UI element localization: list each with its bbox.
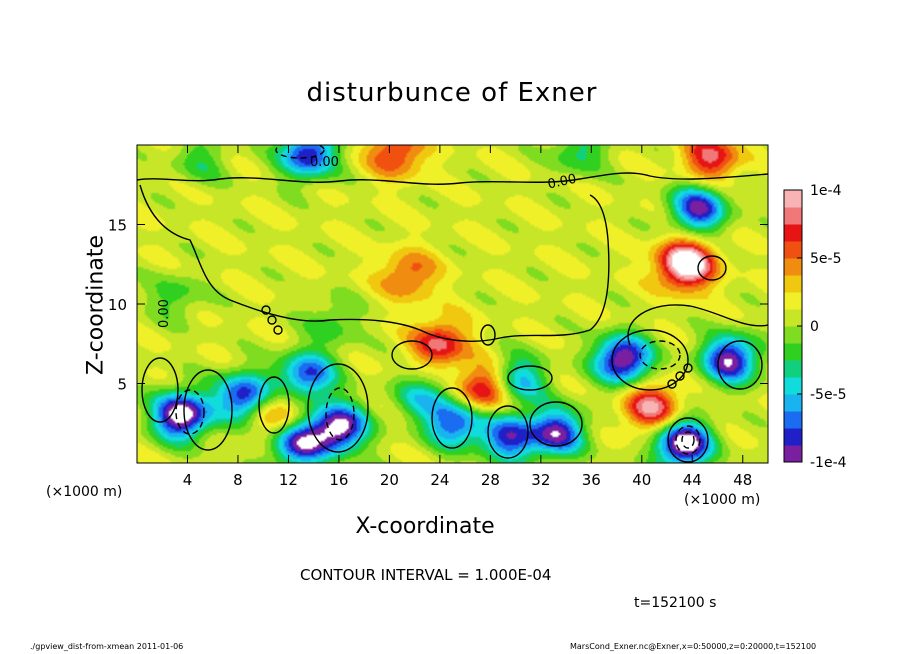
colorbar-swatch — [784, 411, 802, 429]
negative-contour — [325, 387, 355, 441]
colorbar-tick-label: -5e-5 — [810, 387, 847, 403]
x-tick-label: 32 — [531, 471, 550, 489]
contour-cell — [307, 363, 369, 453]
contour-cell — [480, 324, 496, 346]
y-axis-label: Z-coordinate — [83, 235, 109, 375]
x-unit-label-right: (×1000 m) — [684, 492, 761, 508]
colorbar-tick-label: 5e-5 — [810, 251, 841, 267]
colorbar-tick-label: 1e-4 — [810, 183, 842, 199]
contour-cell — [273, 325, 283, 335]
x-axis-label: X-coordinate — [355, 514, 495, 539]
colorbar-swatch — [784, 394, 802, 412]
colorbar-swatch — [784, 445, 802, 463]
negative-contour — [639, 340, 681, 370]
x-tick-label: 24 — [430, 471, 449, 489]
colorbar-swatch — [784, 428, 802, 446]
footer-right: MarsCond_Exner.nc@Exner,x=0:50000,z=0:20… — [570, 642, 817, 651]
negative-contour — [175, 389, 205, 435]
contour-cell — [717, 340, 763, 390]
colorbar-swatch — [784, 207, 802, 225]
colorbar-tick-label: -1e-4 — [810, 455, 847, 471]
colorbar-swatch — [784, 258, 802, 276]
footer-left: ./gpview_dist-from-xmean 2011-01-06 — [30, 642, 184, 651]
x-tick-label: 20 — [380, 471, 399, 489]
colorbar-swatch — [784, 241, 802, 259]
contour-cell — [667, 417, 709, 463]
y-tick-label: 5 — [117, 376, 127, 394]
contour-cell — [667, 379, 677, 389]
contour-cell — [258, 376, 290, 434]
x-tick-label: 8 — [233, 471, 243, 489]
x-tick-label: 44 — [683, 471, 702, 489]
y-tick-label: 15 — [108, 217, 127, 235]
contour-cell — [141, 357, 179, 423]
x-tick-label: 28 — [481, 471, 500, 489]
negative-contour — [681, 431, 695, 449]
contour-label: 0.00 — [546, 172, 577, 193]
chart-title: disturbunce of Exner — [306, 78, 598, 108]
colorbar-tick-label: 0 — [810, 319, 819, 335]
negative-contour — [675, 425, 701, 455]
y-tick-label: 10 — [108, 296, 127, 314]
x-tick-label: 48 — [733, 471, 752, 489]
contour-label: 0.00 — [310, 155, 339, 170]
x-tick-label: 36 — [582, 471, 601, 489]
contour-cell — [183, 369, 233, 451]
colorbar-swatch — [784, 326, 802, 344]
colorbar-swatch — [784, 360, 802, 378]
colorbar-swatch — [784, 309, 802, 327]
x-tick-label: 12 — [279, 471, 298, 489]
contour-label: 0.00 — [157, 299, 172, 328]
contour-cell — [431, 387, 473, 449]
colorbar-swatch — [784, 343, 802, 361]
contour-lines: 0.00 0.00 0.00 — [137, 145, 768, 463]
x-unit-label-left: (×1000 m) — [46, 484, 123, 500]
colorbar-swatch — [784, 292, 802, 310]
colorbar-swatch — [784, 224, 802, 242]
colorbar: 1e-4 5e-5 0 -5e-5 -1e-4 — [783, 183, 847, 471]
contour-cell — [529, 401, 583, 447]
contour-cell — [611, 329, 689, 391]
contour-cell — [507, 365, 553, 391]
zero-contour-right — [627, 304, 768, 346]
contour-cell — [267, 315, 277, 325]
colorbar-swatch — [784, 190, 802, 208]
contour-cell — [697, 255, 727, 281]
zero-contour-upper — [137, 172, 768, 185]
x-tick-label: 4 — [183, 471, 193, 489]
time-label: t=152100 s — [634, 595, 717, 611]
x-tick-label: 40 — [632, 471, 651, 489]
contour-interval-label: CONTOUR INTERVAL = 1.000E-04 — [300, 566, 552, 584]
x-axis: 4 8 12 16 20 24 28 32 36 40 44 48 — [183, 145, 752, 489]
contour-cell — [391, 340, 433, 370]
colorbar-swatch — [784, 275, 802, 293]
negative-contour — [275, 145, 325, 159]
contour-cell — [675, 371, 685, 381]
zero-contour-main — [139, 184, 610, 342]
contour-cell — [487, 405, 529, 459]
contour-cell — [261, 305, 271, 315]
colorbar-swatch — [784, 377, 802, 395]
x-tick-label: 16 — [329, 471, 348, 489]
y-axis: 5 10 15 — [108, 217, 768, 394]
contour-cell — [683, 363, 693, 373]
